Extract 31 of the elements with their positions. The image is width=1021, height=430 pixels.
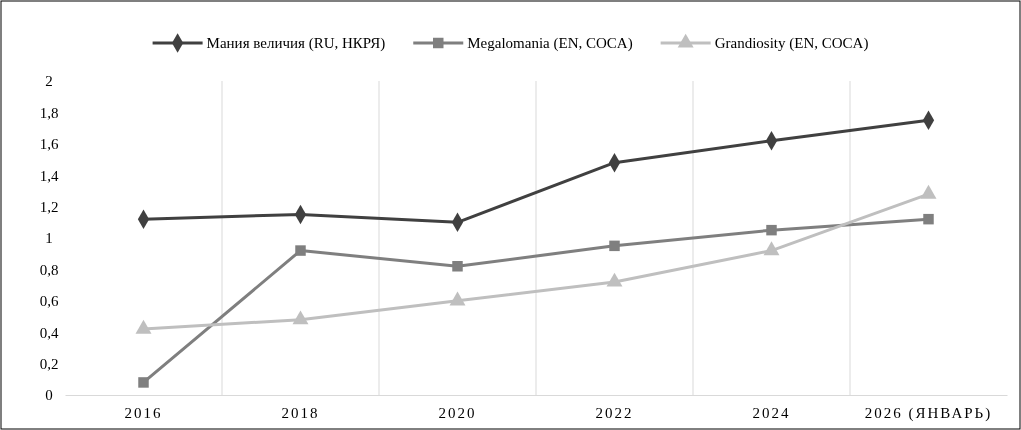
point: [138, 377, 149, 388]
point: [763, 241, 780, 256]
x-tick-label: 2018: [281, 404, 320, 421]
point: [295, 245, 306, 256]
legend-label: Grandiosity (EN, COCA): [714, 35, 869, 53]
point: [135, 319, 152, 334]
point: [449, 291, 466, 306]
legend-label: Megalomania (EN, COCA): [467, 35, 633, 53]
y-tick-label: 0,6: [39, 293, 59, 310]
y-tick-label: 1,8: [39, 104, 59, 121]
point: [292, 310, 309, 325]
x-tick-label: 2024: [752, 404, 791, 421]
y-tick-label: 1: [45, 230, 53, 247]
y-tick-label: 2: [45, 73, 53, 90]
legend-label: Мания величия (RU, НКРЯ): [206, 35, 386, 53]
point: [923, 213, 934, 225]
point: [452, 261, 463, 272]
y-tick-label: 0,8: [39, 261, 59, 278]
point: [766, 224, 777, 236]
y-tick-label: 1,4: [39, 167, 59, 184]
x-tick-label: 2022: [595, 404, 634, 421]
x-tick-label: 2026 (ЯНВАРЬ): [864, 404, 993, 422]
y-tick-label: 0,2: [39, 355, 59, 372]
y-tick-label: 0: [45, 387, 53, 404]
y-tick-label: 1,6: [39, 136, 59, 153]
x-tick-label: 2020: [438, 404, 477, 421]
point: [609, 240, 620, 252]
x-tick-label: 2016: [124, 404, 163, 421]
y-tick-label: 0,4: [39, 324, 59, 341]
y-tick-label: 1,2: [39, 198, 59, 215]
point: [606, 272, 623, 287]
